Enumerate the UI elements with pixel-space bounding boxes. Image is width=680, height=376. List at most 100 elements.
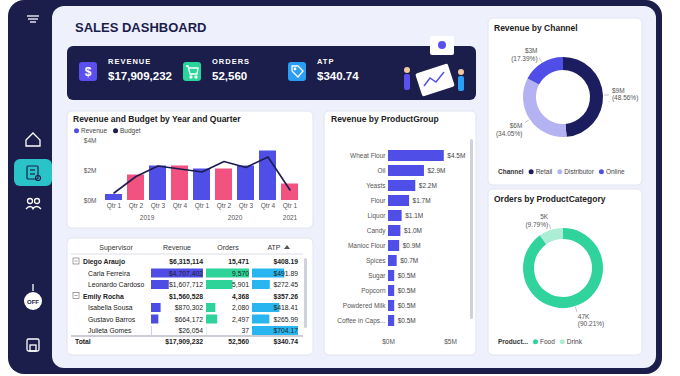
svg-text:Yeasts: Yeasts	[366, 182, 386, 189]
svg-text:$357.26: $357.26	[273, 293, 298, 301]
svg-text:$870,302: $870,302	[175, 304, 204, 311]
svg-text:Drink: Drink	[567, 338, 583, 345]
svg-text:Sugar: Sugar	[368, 272, 386, 280]
svg-text:Product...: Product...	[498, 338, 528, 345]
svg-text:Orders: Orders	[217, 244, 239, 251]
svg-text:Total: Total	[75, 338, 91, 345]
svg-text:$0.9M: $0.9M	[403, 242, 421, 249]
svg-text:$26,054: $26,054	[178, 327, 203, 334]
svg-text:Supervisor: Supervisor	[99, 244, 133, 252]
svg-text:Retail: Retail	[536, 168, 553, 175]
svg-text:$0.7M: $0.7M	[400, 257, 418, 264]
svg-text:Oil: Oil	[378, 167, 387, 174]
svg-text:Qtr 4: Qtr 4	[173, 202, 188, 210]
svg-text:$5M: $5M	[444, 338, 457, 345]
svg-text:Manioc Flour: Manioc Flour	[348, 242, 386, 249]
svg-text:15,471: 15,471	[228, 258, 249, 266]
svg-text:2,080: 2,080	[232, 304, 249, 311]
svg-text:$1,560,528: $1,560,528	[169, 293, 203, 301]
svg-text:Flour: Flour	[371, 197, 387, 204]
svg-text:Isabella Sousa: Isabella Sousa	[88, 304, 133, 311]
svg-text:$3M(17.39%): $3M(17.39%)	[511, 47, 537, 63]
svg-text:5K(9.79%): 5K(9.79%)	[525, 213, 548, 229]
svg-text:$6M(34.05%): $6M(34.05%)	[496, 122, 522, 138]
svg-text:Qtr 1: Qtr 1	[107, 202, 122, 210]
svg-text:Revenue by ProductGroup: Revenue by ProductGroup	[331, 114, 439, 124]
svg-text:Food: Food	[540, 338, 555, 345]
svg-text:Powdered Milk: Powdered Milk	[343, 302, 386, 309]
svg-text:Julieta Gomes: Julieta Gomes	[88, 327, 132, 334]
svg-text:ATP: ATP	[317, 57, 334, 66]
svg-text:$0.5M: $0.5M	[398, 302, 416, 309]
svg-text:2020: 2020	[228, 214, 243, 221]
svg-text:$0M: $0M	[382, 338, 395, 345]
svg-text:9,570: 9,570	[232, 270, 249, 277]
svg-text:5,901: 5,901	[232, 281, 249, 288]
svg-text:$2.9M: $2.9M	[427, 167, 445, 174]
svg-text:37: 37	[241, 327, 249, 334]
svg-text:$4.5M: $4.5M	[447, 152, 465, 159]
svg-text:$9M(48.56%): $9M(48.56%)	[612, 87, 638, 103]
svg-text:$272.45: $272.45	[273, 281, 298, 288]
svg-text:Leonardo Cardoso: Leonardo Cardoso	[88, 281, 145, 288]
svg-text:Popcorn: Popcorn	[361, 287, 386, 295]
svg-text:$1.7M: $1.7M	[413, 197, 431, 204]
svg-text:Revenue: Revenue	[163, 244, 191, 251]
svg-text:Distributor: Distributor	[564, 168, 594, 175]
svg-text:Online: Online	[606, 168, 625, 175]
svg-text:Qtr 1: Qtr 1	[195, 202, 210, 210]
svg-text:Spices: Spices	[366, 257, 386, 265]
svg-text:Emily Rocha: Emily Rocha	[83, 293, 124, 301]
svg-text:$0.5M: $0.5M	[398, 287, 416, 294]
svg-text:Orders by ProductCategory: Orders by ProductCategory	[494, 194, 606, 204]
svg-text:$: $	[85, 65, 92, 79]
svg-text:$704.17: $704.17	[273, 327, 298, 334]
svg-text:Carla Ferreira: Carla Ferreira	[88, 270, 130, 277]
svg-text:Revenue: Revenue	[81, 127, 107, 134]
svg-text:$418.41: $418.41	[273, 304, 298, 311]
svg-text:$4M: $4M	[84, 137, 97, 144]
svg-text:Liquor: Liquor	[367, 212, 386, 220]
svg-text:$491.89: $491.89	[273, 270, 298, 277]
svg-text:Gustavo Barros: Gustavo Barros	[88, 316, 136, 323]
svg-text:Wheat Flour: Wheat Flour	[350, 152, 386, 159]
svg-text:Diego Araujo: Diego Araujo	[83, 258, 125, 266]
svg-text:$0.5M: $0.5M	[398, 317, 416, 324]
svg-text:Qtr 2: Qtr 2	[129, 202, 144, 210]
svg-text:Revenue and Budget by Year and: Revenue and Budget by Year and Quarter	[73, 114, 241, 124]
svg-text:4,368: 4,368	[232, 293, 249, 301]
svg-text:$0.5M: $0.5M	[398, 272, 416, 279]
svg-text:$2M: $2M	[84, 167, 97, 174]
svg-text:ATP: ATP	[267, 244, 280, 251]
svg-text:$17,909,232: $17,909,232	[108, 70, 172, 82]
svg-text:$340.74: $340.74	[273, 338, 298, 346]
svg-text:$0M: $0M	[84, 197, 97, 204]
svg-text:Qtr 3: Qtr 3	[151, 202, 166, 210]
svg-text:$1,607,712: $1,607,712	[169, 281, 203, 288]
svg-text:Qtr 1: Qtr 1	[283, 202, 298, 210]
svg-text:Qtr 2: Qtr 2	[217, 202, 232, 210]
svg-text:$664,172: $664,172	[175, 316, 204, 323]
svg-text:2019: 2019	[140, 214, 155, 221]
svg-text:$17,909,232: $17,909,232	[165, 338, 203, 346]
svg-text:$340.74: $340.74	[317, 70, 359, 82]
svg-text:Channel: Channel	[498, 168, 524, 175]
svg-text:$4,707,402: $4,707,402	[169, 270, 203, 277]
svg-text:$1.0M: $1.0M	[404, 227, 422, 234]
svg-text:Qtr 4: Qtr 4	[261, 202, 276, 210]
svg-text:52,560: 52,560	[228, 338, 249, 346]
svg-text:$408.19: $408.19	[273, 258, 298, 266]
svg-text:$1.1M: $1.1M	[405, 212, 423, 219]
svg-text:2,497: 2,497	[232, 316, 249, 323]
svg-text:$265.99: $265.99	[273, 316, 298, 323]
svg-text:Revenue by Channel: Revenue by Channel	[494, 23, 578, 33]
svg-text:2021: 2021	[283, 214, 298, 221]
svg-text:Qtr 3: Qtr 3	[239, 202, 254, 210]
svg-text:OFF: OFF	[27, 299, 39, 305]
svg-text:Candy: Candy	[367, 227, 387, 235]
svg-text:REVENUE: REVENUE	[108, 57, 151, 66]
svg-text:52,560: 52,560	[212, 70, 247, 82]
svg-text:$2.2M: $2.2M	[419, 182, 437, 189]
svg-text:$6,315,114: $6,315,114	[169, 258, 203, 266]
svg-text:Budget: Budget	[120, 127, 141, 135]
